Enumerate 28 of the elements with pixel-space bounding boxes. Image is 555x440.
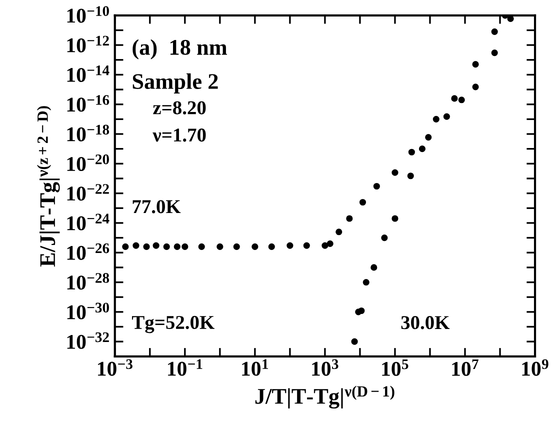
annotation: ν=1.70 — [152, 128, 206, 142]
x-axis-title: J/T|T-Tg|$^{ν(D−1)}$ — [255, 386, 394, 409]
y-tick-label: 10$^{−32}$ — [67, 332, 109, 349]
annotation: 30.0K — [401, 316, 450, 330]
x-tick-label: 10$^{1}$ — [242, 359, 268, 376]
y-tick-label: 10$^{−20}$ — [67, 154, 109, 172]
x-tick-label: 10$^{3}$ — [312, 359, 338, 376]
y-tick-label: 10$^{−14}$ — [67, 65, 110, 82]
annotation: 77.0K — [132, 200, 181, 214]
y-tick-label: 10$^{−28}$ — [67, 273, 110, 290]
y-tick-label: 10$^{−24}$ — [67, 214, 110, 230]
x-tick-label: 10$^{9}$ — [522, 359, 548, 376]
y-tick-label: 10$^{−16}$ — [67, 95, 110, 112]
x-tick-label: 10$^{7}$ — [452, 359, 478, 376]
x-tick-label: 10$^{−1}$ — [168, 359, 202, 376]
x-tick-label: 10$^{5}$ — [382, 359, 408, 376]
y-axis-title: E/J|T-Tg|$^{ν(z+2−D)}$ — [36, 106, 60, 267]
y-tick-label: 10$^{−26}$ — [67, 243, 110, 260]
y-tick-label: 10$^{−18}$ — [67, 124, 110, 142]
y-tick-label: 10$^{−12}$ — [67, 36, 109, 52]
y-tick-label: 10$^{−30}$ — [67, 302, 109, 320]
annotation: (a) 18 nm — [132, 39, 227, 60]
x-tick-label: 10$^{−3}$ — [98, 359, 132, 376]
y-tick-label: 10$^{−10}$ — [67, 6, 109, 23]
annotation: Sample 2 — [132, 73, 218, 94]
annotation: Tg=52.0K — [132, 316, 214, 334]
y-tick-label: 10$^{−22}$ — [67, 184, 109, 201]
annotation: z=8.20 — [153, 101, 206, 114]
